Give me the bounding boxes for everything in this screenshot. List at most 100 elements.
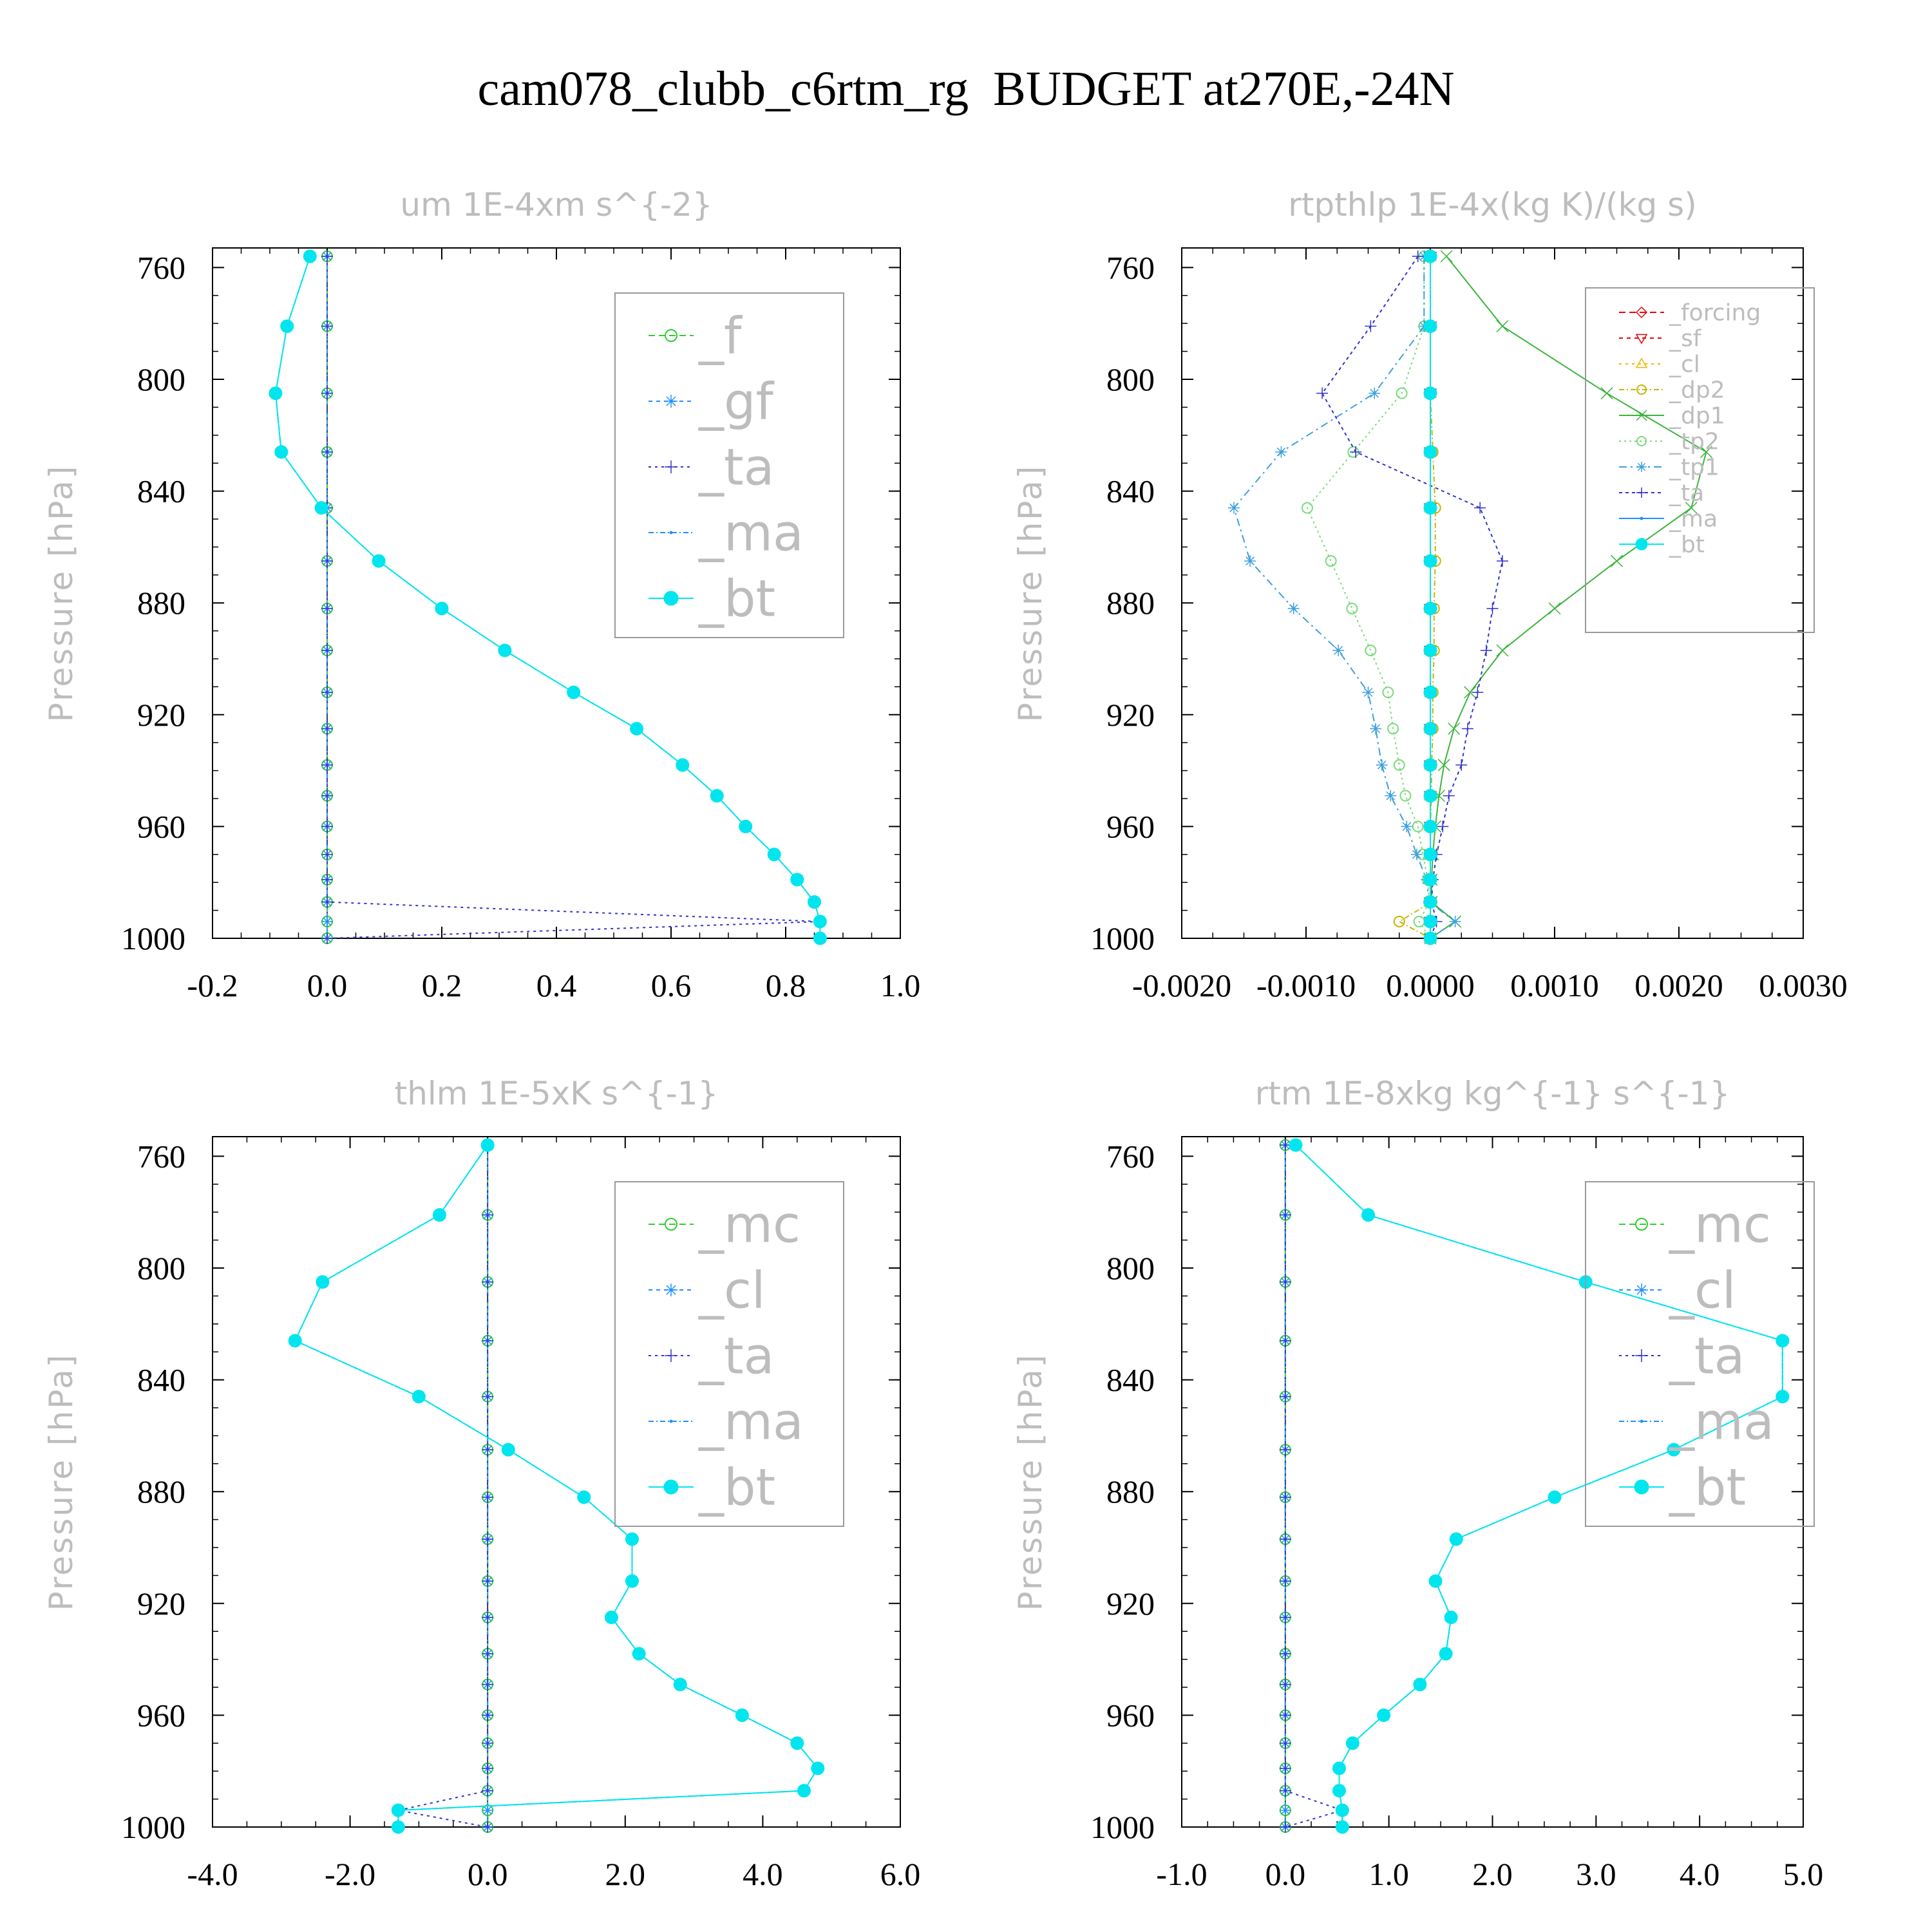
data-point (808, 895, 821, 909)
x-tick-label: 0.0 (468, 1856, 508, 1892)
data-point (1365, 644, 1377, 656)
data-point (1301, 502, 1313, 514)
data-point (316, 1275, 330, 1289)
y-tick-label: 840 (137, 1362, 185, 1398)
data-point (1332, 1761, 1346, 1776)
x-tick-label: 3.0 (1576, 1856, 1616, 1892)
data-point (321, 387, 333, 399)
data-point (1423, 445, 1437, 459)
data-point (1423, 319, 1437, 334)
x-tick-label: 0.8 (766, 967, 806, 1003)
y-axis-label: Pressure [hPa] (1012, 1353, 1049, 1611)
data-point (482, 1762, 494, 1774)
data-point (1437, 759, 1450, 772)
legend-label: _ma (698, 1393, 804, 1451)
data-point (1410, 848, 1423, 860)
data-point (1474, 502, 1486, 514)
x-tick-label: 0.0 (1265, 1856, 1306, 1892)
data-point (1443, 790, 1455, 802)
data-point (767, 848, 781, 862)
legend-label: _bt (1669, 1459, 1746, 1517)
data-point (739, 819, 753, 833)
data-point (482, 1390, 494, 1403)
data-point (567, 685, 581, 699)
data-point (1548, 602, 1561, 615)
data-point (1449, 915, 1461, 927)
legend-marker (1640, 516, 1643, 520)
x-tick-label: -2.0 (325, 1856, 375, 1892)
data-point (1455, 759, 1468, 771)
panel-title: rtpthlp 1E-4x(kg K)/(kg s) (1288, 186, 1696, 223)
data-point (1393, 915, 1405, 927)
data-point (1448, 722, 1461, 735)
data-point (482, 1209, 494, 1221)
y-tick-label: 840 (1106, 1362, 1155, 1398)
series-tp1 (1228, 251, 1461, 944)
data-point (790, 873, 804, 887)
legend-label: _f (698, 307, 743, 365)
data-point (321, 723, 333, 735)
data-point (1228, 502, 1240, 514)
data-point (1279, 1390, 1291, 1403)
data-point (1287, 602, 1300, 614)
legend-marker (663, 591, 679, 606)
series-line (1284, 1145, 1345, 1828)
data-point (630, 721, 644, 735)
y-tick-label: 960 (137, 808, 185, 844)
legend-marker (1636, 384, 1647, 395)
legend-label: _ma (698, 504, 804, 562)
legend-marker (1635, 306, 1648, 319)
x-tick-label: 1.0 (880, 967, 921, 1003)
data-point (1316, 387, 1329, 399)
data-point (1279, 1804, 1291, 1816)
series-line (1321, 256, 1503, 939)
legend-label: _ta (1669, 1327, 1745, 1385)
x-tick-label: 2.0 (605, 1856, 646, 1892)
data-point (482, 1678, 494, 1690)
data-point (1335, 1803, 1349, 1817)
x-tick-label: -0.0020 (1132, 967, 1231, 1003)
data-point (1444, 1610, 1458, 1624)
y-tick-label: 760 (137, 1138, 185, 1174)
data-point (1279, 1785, 1291, 1797)
data-point (1346, 602, 1358, 614)
data-point (1279, 1491, 1291, 1503)
data-point (1275, 446, 1287, 458)
legend: _forcing_sf_cl_dp2_dp1_tp2_tp1_ta_ma_bt (1585, 287, 1815, 633)
chart-panel-2: rtpthlp 1E-4x(kg K)/(kg s) Pressure [hPa]… (1012, 186, 1848, 1003)
legend-label: _dp2 (1669, 377, 1725, 404)
data-point (1368, 387, 1381, 399)
x-tick-label: 0.0010 (1510, 967, 1599, 1003)
x-tick-label: 0.0030 (1759, 967, 1848, 1003)
data-point (1279, 1575, 1291, 1587)
data-point (1376, 759, 1388, 771)
y-tick-label: 760 (1106, 249, 1155, 285)
legend-marker (669, 531, 673, 535)
legend-marker (665, 329, 677, 342)
legend-marker (665, 460, 677, 473)
y-tick-label: 920 (137, 1586, 185, 1622)
legend-label: _gf (698, 373, 775, 431)
data-point (1387, 723, 1399, 735)
legend-label: _tp1 (1669, 455, 1719, 481)
data-point (1496, 555, 1508, 567)
legend-label: _forcing (1669, 300, 1761, 327)
data-point (321, 873, 333, 886)
legend-marker (665, 1283, 677, 1296)
y-axis-label: Pressure [hPa] (1012, 464, 1049, 723)
y-tick-label: 840 (1106, 473, 1155, 509)
data-point (1279, 1276, 1291, 1288)
legend: _mc _cl _ta _ma _bt (614, 1181, 844, 1527)
data-point (1423, 386, 1437, 401)
legend: _mc _cl _ta _ma _bt (1585, 1181, 1815, 1527)
data-point (1279, 1737, 1291, 1749)
legend-label: _bt (698, 1459, 775, 1517)
data-point (482, 1821, 494, 1833)
data-point (813, 931, 827, 945)
data-point (1332, 644, 1345, 656)
data-point (480, 1138, 495, 1152)
data-point (1667, 1443, 1681, 1457)
data-point (1279, 1533, 1291, 1545)
legend: _f _gf _ta _ma _bt (614, 292, 844, 638)
data-point (321, 896, 333, 908)
